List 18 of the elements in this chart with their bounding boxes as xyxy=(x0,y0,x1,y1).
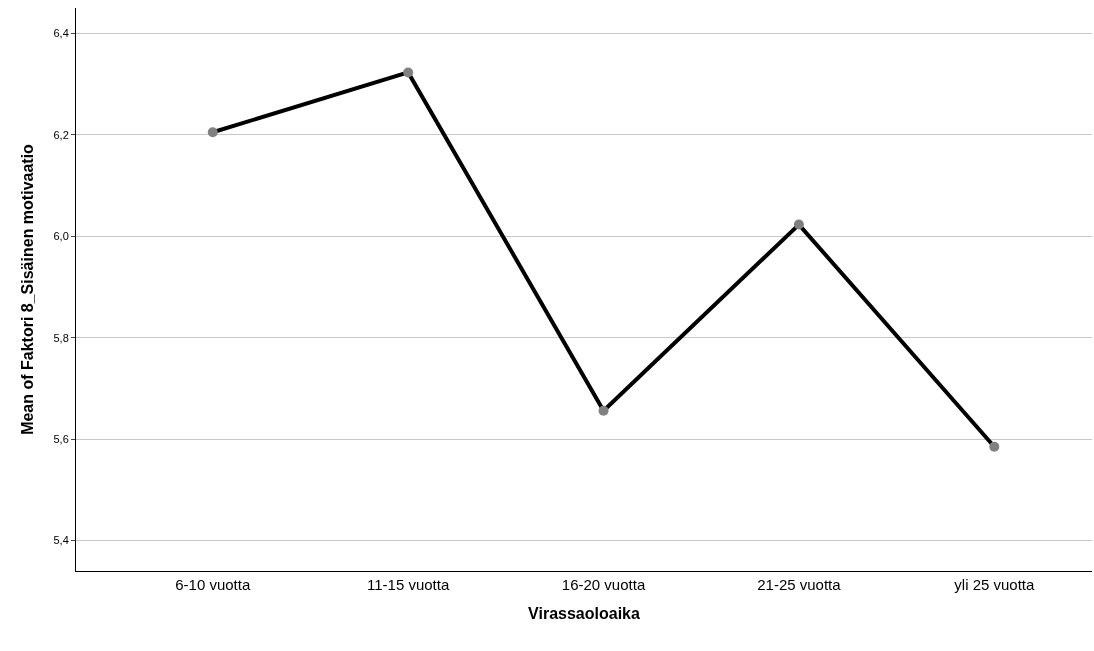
y-tick-label: 6,0 xyxy=(53,230,69,243)
point xyxy=(403,67,414,78)
x-tick-label: 16-20 vuotta xyxy=(561,576,646,593)
x-tick-label: 21-25 vuotta xyxy=(757,576,842,593)
point xyxy=(989,441,1000,452)
x-tick-label: yli 25 vuotta xyxy=(954,576,1035,593)
x-axis-title: Virassaoloaika xyxy=(528,604,640,622)
y-tick-label: 5,8 xyxy=(53,331,69,344)
y-tick-label: 6,4 xyxy=(53,27,69,40)
y-tick-label: 5,4 xyxy=(53,534,69,547)
point xyxy=(793,219,804,230)
y-tick-label: 5,6 xyxy=(53,432,69,445)
point xyxy=(598,405,609,416)
y-tick-label: 6,2 xyxy=(53,128,69,141)
x-tick-label: 11-15 vuotta xyxy=(367,576,450,593)
x-tick-label: 6-10 vuotta xyxy=(175,576,251,593)
point xyxy=(207,127,218,138)
y-axis-title: Mean of Faktori 8_Sisäinen motivaatio xyxy=(19,143,37,435)
